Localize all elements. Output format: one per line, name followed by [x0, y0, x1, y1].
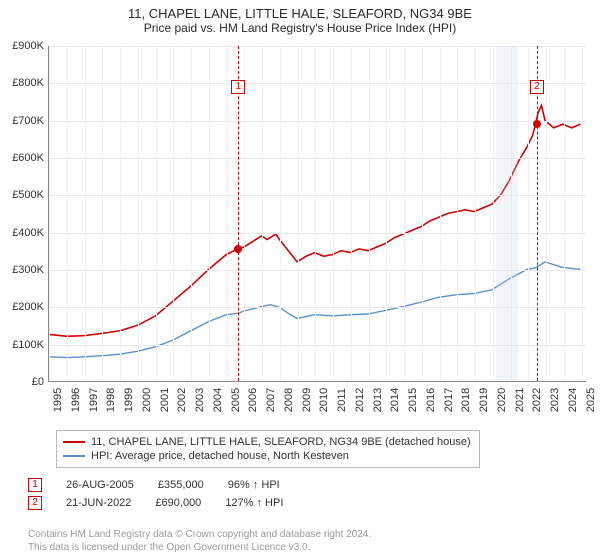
legend-item-property: 11, CHAPEL LANE, LITTLE HALE, SLEAFORD, …: [63, 435, 471, 449]
y-axis-labels: £0£100K£200K£300K£400K£500K£600K£700K£80…: [0, 40, 46, 382]
attribution-line1: Contains HM Land Registry data © Crown c…: [28, 528, 590, 541]
chart-plot-area: 12: [48, 46, 586, 382]
event-price-1: £355,000: [158, 479, 204, 491]
event-marker-1: 1: [28, 478, 42, 492]
chart-title: 11, CHAPEL LANE, LITTLE HALE, SLEAFORD, …: [0, 6, 600, 21]
legend-label-property: 11, CHAPEL LANE, LITTLE HALE, SLEAFORD, …: [91, 436, 471, 448]
attribution-line2: This data is licensed under the Open Gov…: [28, 541, 590, 554]
event-hpi-2: 127% ↑ HPI: [225, 497, 283, 509]
attribution-text: Contains HM Land Registry data © Crown c…: [28, 528, 590, 554]
event-row-1: 1 26-AUG-2005 £355,000 96% ↑ HPI: [28, 476, 283, 494]
events-table: 1 26-AUG-2005 £355,000 96% ↑ HPI 2 21-JU…: [28, 476, 283, 512]
event-date-2: 21-JUN-2022: [66, 497, 131, 509]
event-hpi-1: 96% ↑ HPI: [228, 479, 280, 491]
event-marker-2: 2: [28, 496, 42, 510]
legend-item-hpi: HPI: Average price, detached house, Nort…: [63, 449, 471, 463]
chart-legend: 11, CHAPEL LANE, LITTLE HALE, SLEAFORD, …: [56, 430, 480, 468]
legend-swatch-property: [63, 441, 85, 443]
legend-label-hpi: HPI: Average price, detached house, Nort…: [91, 450, 349, 462]
legend-swatch-hpi: [63, 455, 85, 457]
x-axis-labels: 1995199619971998199920002001200220032004…: [48, 388, 586, 428]
event-price-2: £690,000: [155, 497, 201, 509]
event-date-1: 26-AUG-2005: [66, 479, 134, 491]
chart-subtitle: Price paid vs. HM Land Registry's House …: [0, 21, 600, 35]
event-row-2: 2 21-JUN-2022 £690,000 127% ↑ HPI: [28, 494, 283, 512]
